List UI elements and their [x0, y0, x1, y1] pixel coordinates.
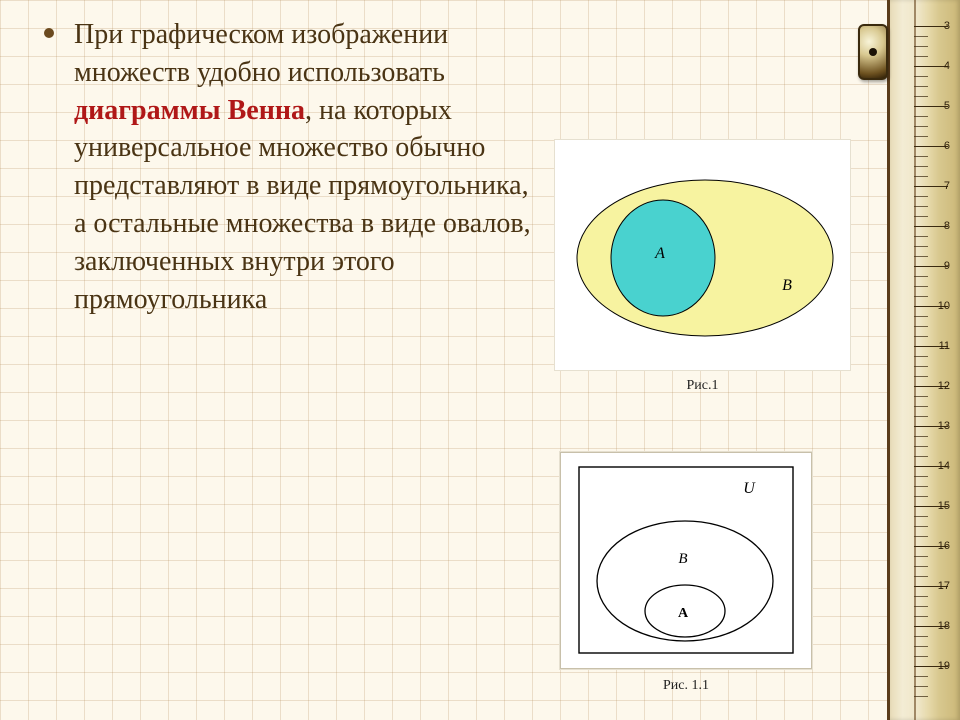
slide: При графическом изображении множеств удо…	[0, 0, 960, 720]
label-b: B	[782, 277, 792, 294]
figure-1: A B Рис.1	[555, 140, 850, 370]
label-b: B	[678, 551, 687, 567]
highlight-first-char: д	[74, 95, 88, 126]
binder-clip-icon	[858, 24, 888, 80]
venn-diagram-1: A B	[555, 140, 850, 370]
ruler-ticks: 345678910111213141516171819	[914, 0, 956, 720]
label-u: U	[743, 480, 756, 497]
figure-2: U B A Рис. 1.1	[560, 452, 812, 669]
set-b-ellipse	[597, 521, 773, 641]
figure-1-caption: Рис.1	[555, 378, 850, 394]
text-prefix: При графическом изображении множеств удо…	[74, 19, 448, 88]
text-suffix: , на которых универсальное множество обы…	[74, 95, 531, 315]
label-a: A	[654, 245, 665, 262]
body-text: При графическом изображении множеств удо…	[74, 16, 544, 318]
label-a: A	[678, 606, 689, 621]
figure-2-caption: Рис. 1.1	[561, 678, 811, 694]
bullet-icon	[44, 28, 54, 38]
ruler-decoration: 345678910111213141516171819	[887, 0, 960, 720]
venn-diagram-2: U B A	[561, 453, 811, 668]
highlight-rest: иаграммы Венна	[88, 95, 305, 126]
